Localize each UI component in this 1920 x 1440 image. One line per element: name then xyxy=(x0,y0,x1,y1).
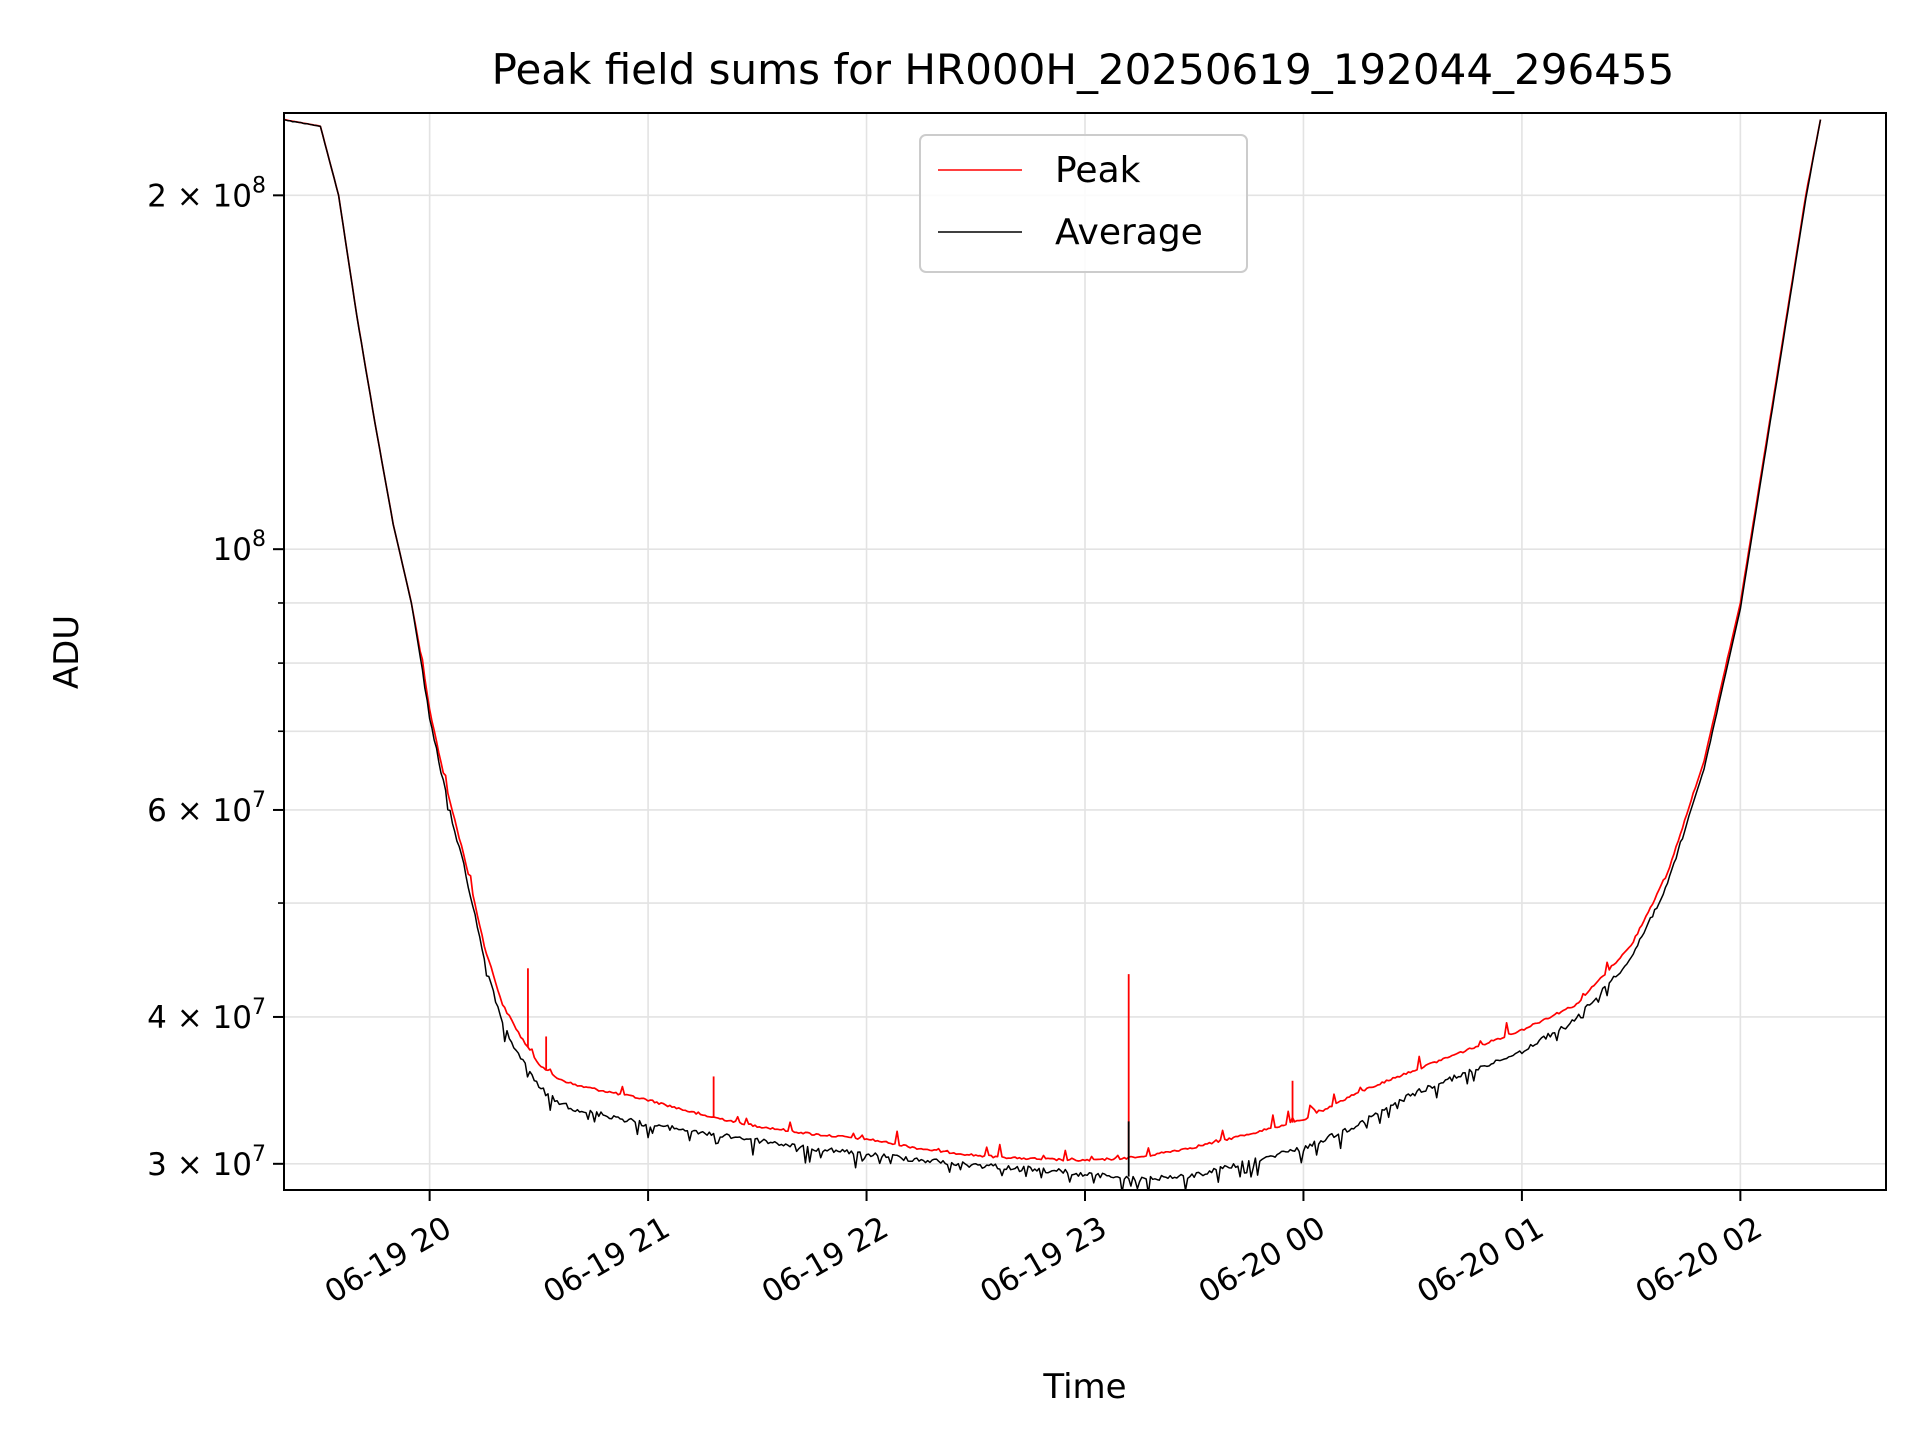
y-tick-exponent: 8 xyxy=(252,527,266,552)
y-tick-label: 3 × 107 xyxy=(147,1142,266,1183)
legend-label-peak: Peak xyxy=(1055,150,1141,191)
y-tick-exponent: 8 xyxy=(252,173,266,198)
y-tick-label: 4 × 107 xyxy=(147,995,266,1036)
y-tick-exponent: 7 xyxy=(252,1142,266,1167)
y-tick-exponent: 7 xyxy=(252,788,266,813)
series-line-average xyxy=(284,118,1822,1190)
legend: Peak Average xyxy=(919,134,1248,273)
legend-label-average: Average xyxy=(1055,212,1203,253)
y-tick-label: 108 xyxy=(213,527,266,568)
y-tick-base: 10 xyxy=(213,532,252,568)
y-tick-label: 6 × 107 xyxy=(147,788,266,829)
y-tick-mantissa: 2 × 10 xyxy=(147,178,252,214)
y-tick-mantissa: 4 × 10 xyxy=(147,1000,252,1036)
y-tick-mantissa: 6 × 10 xyxy=(147,793,252,829)
y-tick-label: 2 × 108 xyxy=(147,173,266,214)
y-tick-mantissa: 3 × 10 xyxy=(147,1147,252,1183)
series-line-peak xyxy=(284,118,1822,1162)
chart-title: Peak field sums for HR000H_20250619_1920… xyxy=(492,45,1675,94)
x-axis-title: Time xyxy=(1042,1367,1126,1407)
series-layer xyxy=(284,118,1822,1190)
y-tick-exponent: 7 xyxy=(252,995,266,1020)
y-axis-title: ADU xyxy=(47,615,87,689)
